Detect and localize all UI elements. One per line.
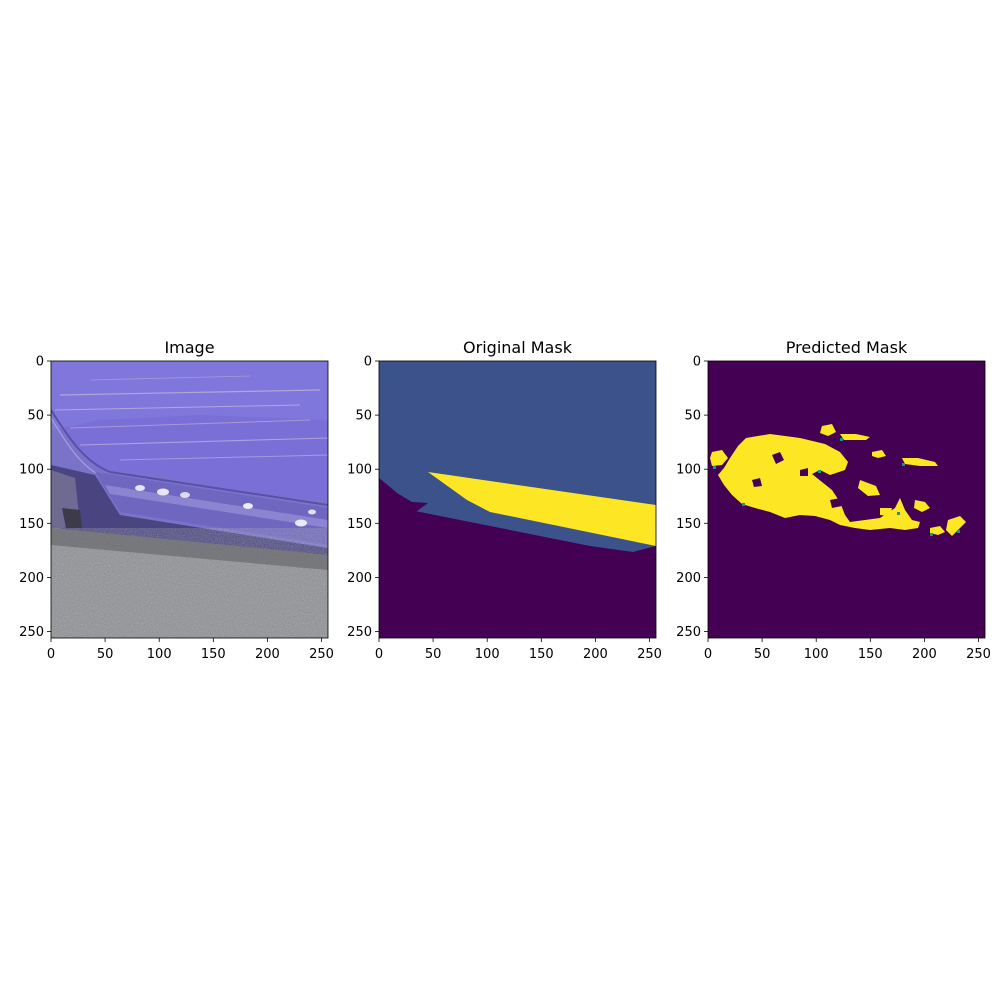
panel-image: Image <box>50 338 329 639</box>
x-tick-label: 200 <box>255 647 280 662</box>
x-tick-label: 0 <box>375 647 383 662</box>
x-tick-label: 0 <box>47 647 55 662</box>
y-tick-label: 50 <box>684 409 701 424</box>
y-tick-label: 250 <box>676 625 701 640</box>
axes-frame <box>50 360 329 639</box>
y-tick-label: 50 <box>27 409 44 424</box>
panel-original-mask: Original Mask <box>378 338 657 639</box>
x-tick-label: 50 <box>97 647 114 662</box>
panel-title-image: Image <box>164 338 214 357</box>
y-tick-label: 200 <box>676 571 701 586</box>
x-tick-label: 150 <box>529 647 554 662</box>
y-tick-label: 150 <box>19 517 44 532</box>
x-tick-label: 100 <box>147 647 172 662</box>
x-tick-label: 100 <box>475 647 500 662</box>
x-tick-label: 0 <box>704 647 712 662</box>
x-tick-label: 150 <box>201 647 226 662</box>
axes-frame <box>707 360 986 639</box>
y-tick-label: 100 <box>347 463 372 478</box>
panel-predicted-mask: Predicted Mask <box>707 338 986 639</box>
y-tick-label: 100 <box>19 463 44 478</box>
y-tick-label: 250 <box>347 625 372 640</box>
damage-region <box>428 472 656 546</box>
y-tick-label: 200 <box>347 571 372 586</box>
y-tick-label: 50 <box>355 409 372 424</box>
original-mask-image <box>379 361 656 638</box>
x-tick-label: 150 <box>858 647 883 662</box>
x-tick-label: 250 <box>637 647 662 662</box>
x-tick-label: 100 <box>804 647 829 662</box>
y-tick-label: 0 <box>693 355 701 370</box>
y-tick-label: 150 <box>676 517 701 532</box>
car-photo <box>51 361 328 638</box>
panel-title-original-mask: Original Mask <box>463 338 573 357</box>
x-tick-label: 200 <box>912 647 937 662</box>
predicted-damage-blobs <box>710 424 966 536</box>
predicted-mask-image <box>708 361 985 638</box>
y-tick-label: 250 <box>19 625 44 640</box>
x-tick-label: 200 <box>583 647 608 662</box>
y-tick-label: 0 <box>364 355 372 370</box>
y-tick-label: 150 <box>347 517 372 532</box>
y-tick-label: 0 <box>36 355 44 370</box>
x-tick-label: 250 <box>309 647 334 662</box>
y-tick-label: 100 <box>676 463 701 478</box>
panel-title-predicted-mask: Predicted Mask <box>786 338 908 357</box>
x-tick-label: 250 <box>966 647 991 662</box>
axes-frame <box>378 360 657 639</box>
x-tick-label: 50 <box>754 647 771 662</box>
x-tick-label: 50 <box>425 647 442 662</box>
y-tick-label: 200 <box>19 571 44 586</box>
